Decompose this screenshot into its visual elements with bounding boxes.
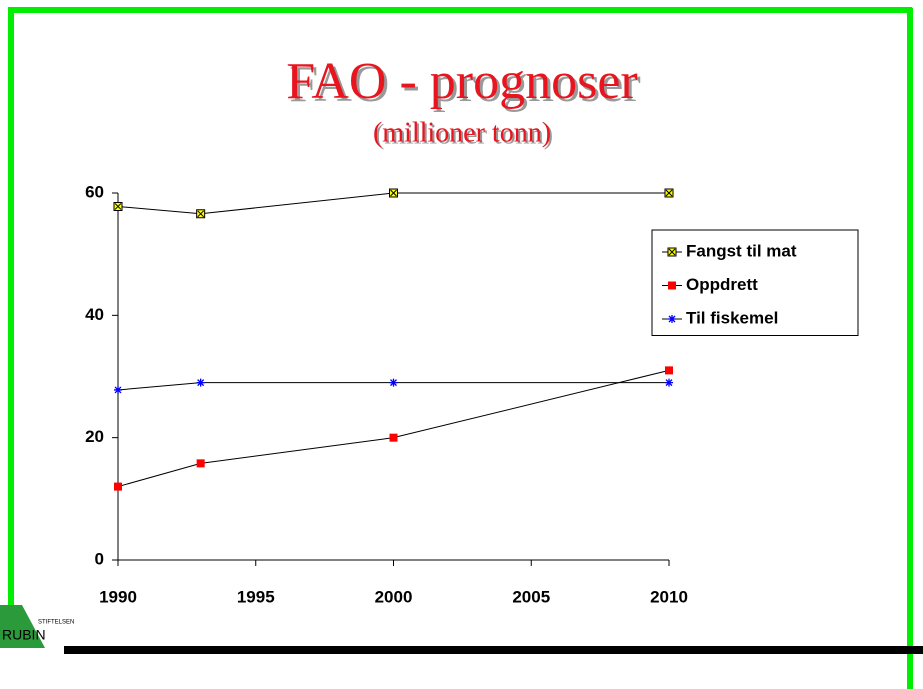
subtitle-shadow: (millioner tonn)	[375, 119, 553, 150]
data-point	[196, 209, 206, 219]
data-point	[114, 385, 122, 394]
legend-label: Oppdrett	[686, 275, 758, 294]
data-point	[196, 378, 205, 387]
x-tick-label: 2000	[375, 587, 413, 606]
data-point	[113, 201, 123, 211]
data-point	[389, 188, 398, 198]
legend-label: Til fiskemel	[686, 308, 778, 327]
x-tick-label: 2005	[512, 587, 550, 606]
series-line	[117, 382, 669, 391]
legend-label: Fangst til mat	[686, 241, 797, 260]
title-shadow: FAO - prognoser	[289, 56, 640, 113]
y-tick-label: 60	[85, 182, 104, 201]
chart-subtitle: (millioner tonn)	[373, 117, 551, 148]
legend-marker	[668, 281, 676, 290]
series-line	[117, 369, 670, 488]
chart-title: FAO - prognoser	[286, 53, 637, 110]
x-tick-label: 1990	[99, 587, 137, 606]
data-point	[114, 482, 122, 491]
data-point	[389, 433, 398, 442]
data-point	[665, 378, 673, 387]
y-tick-label: 20	[85, 427, 104, 446]
data-point	[664, 188, 674, 198]
logo-leaf	[0, 605, 45, 648]
legend-marker	[668, 315, 676, 323]
data-point	[196, 459, 205, 468]
legend-marker	[667, 247, 677, 257]
data-point	[389, 378, 398, 387]
data-point	[665, 366, 673, 375]
x-tick-label: 1995	[237, 587, 275, 606]
series-line	[117, 192, 669, 215]
x-tick-label: 2010	[650, 587, 688, 606]
logo-top: STIFTELSEN	[38, 620, 74, 626]
logo-name: RUBIN	[2, 627, 46, 643]
legend-box	[651, 229, 859, 336]
y-tick-label: 40	[85, 305, 104, 324]
y-tick-label: 0	[95, 549, 104, 568]
